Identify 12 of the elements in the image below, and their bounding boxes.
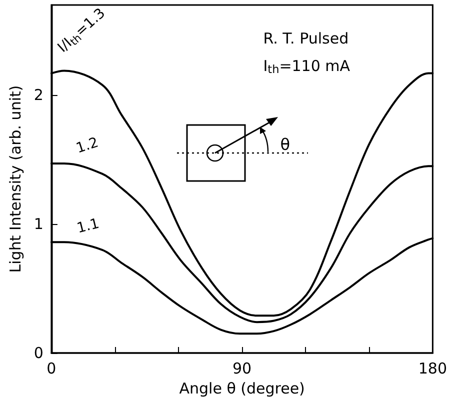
x-tick-label: 180 <box>418 360 448 378</box>
x-tick-label: 0 <box>46 360 56 378</box>
y-tick-label: 1 <box>34 215 44 234</box>
x-axis-title: Angle θ (degree) <box>179 379 305 398</box>
y-tick-label: 2 <box>34 86 44 104</box>
x-tick-label: 90 <box>232 360 252 378</box>
y-tick-label: 0 <box>34 344 44 362</box>
text: 1.2 <box>74 134 100 157</box>
y-axis-title: Light Intensity (arb. unit) <box>6 85 24 273</box>
text: 1.1 <box>75 216 101 237</box>
annotation: R. T. Pulsed <box>263 29 349 48</box>
annotation: θ <box>280 134 290 154</box>
